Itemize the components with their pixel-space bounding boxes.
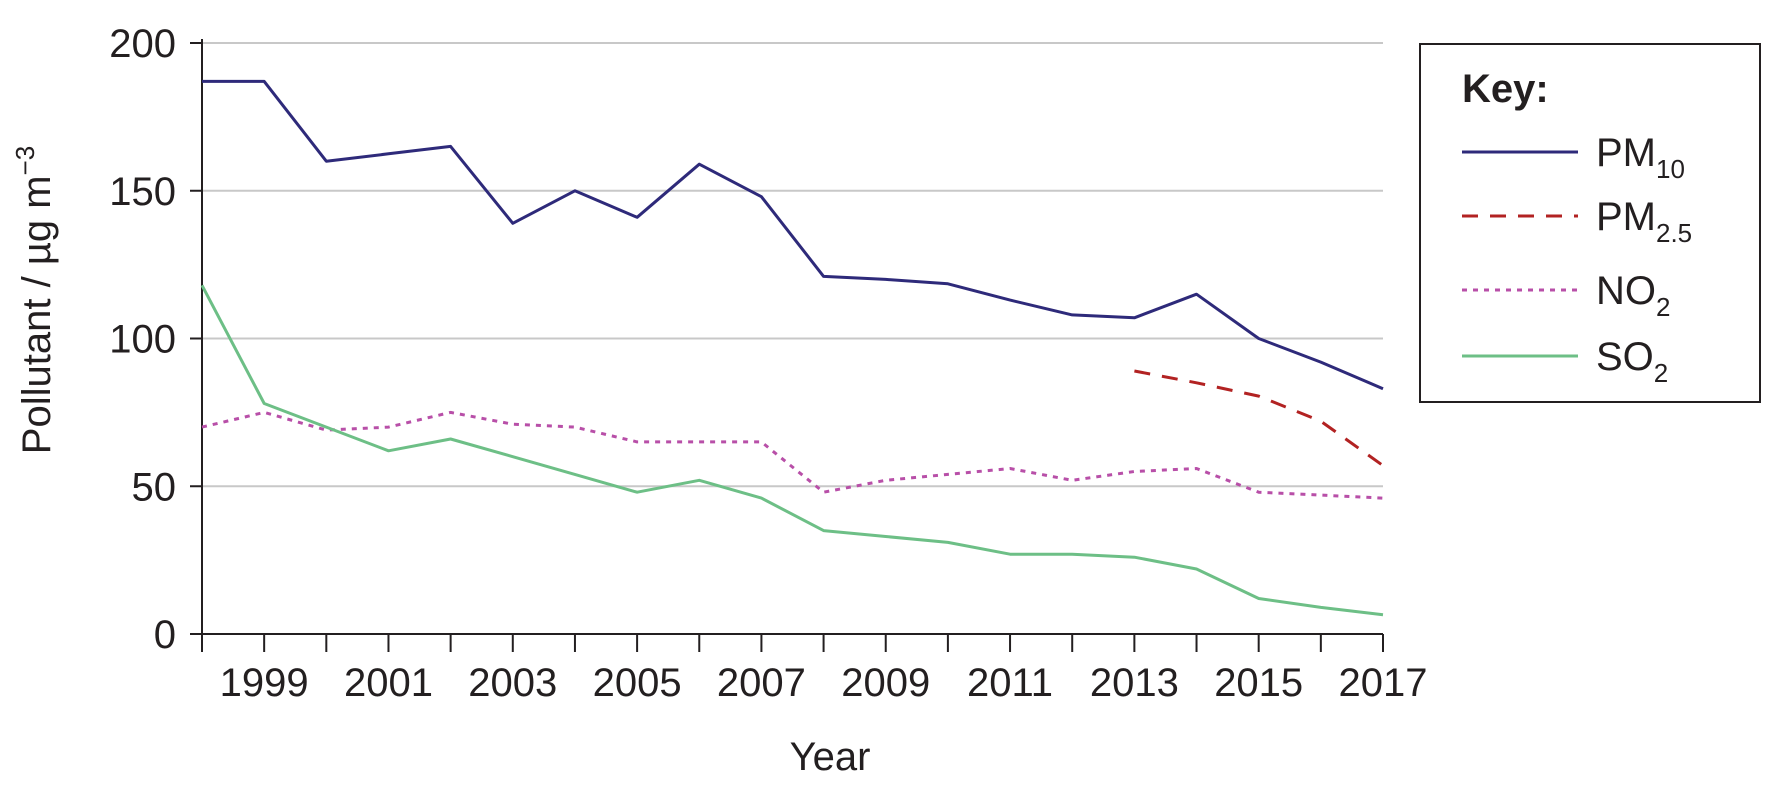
legend-label-main: NO — [1596, 269, 1656, 313]
x-tick-label-2017: 2017 — [1339, 661, 1428, 705]
series-line-no2 — [201, 410, 1384, 500]
y-axis-ticks: 0 50 100 150 200 — [109, 22, 202, 657]
gridlines — [202, 42, 1383, 488]
y-axis-title-sup: −3 — [10, 146, 40, 176]
x-tick-label-2015: 2015 — [1214, 661, 1303, 705]
y-tick-label-150: 150 — [109, 170, 176, 214]
legend-label-pm10: PM10 — [1596, 131, 1685, 184]
series-line-pm10 — [202, 79, 1384, 391]
x-tick-label-2011: 2011 — [967, 661, 1053, 705]
legend-label-subscript: 2 — [1654, 358, 1668, 388]
y-tick-label-0: 0 — [154, 613, 176, 657]
x-tick-label-2003: 2003 — [468, 661, 557, 705]
legend-label-subscript: 2.5 — [1656, 218, 1692, 248]
y-axis-title: Pollutant / µg m−3 — [10, 146, 59, 454]
legend-title: Key: — [1462, 67, 1549, 111]
legend-label-main: SO — [1596, 335, 1654, 379]
series-line-pm2-5 — [1134, 369, 1384, 467]
legend-label-subscript: 10 — [1656, 154, 1685, 184]
x-axis-title: Year — [790, 735, 871, 779]
legend-label-subscript: 2 — [1656, 292, 1670, 322]
series-lines — [200, 79, 1384, 617]
axes — [201, 39, 1383, 635]
legend-label-main: PM — [1596, 131, 1656, 175]
x-tick-label-2005: 2005 — [593, 661, 682, 705]
legend-label-pm2-5: PM2.5 — [1596, 195, 1692, 248]
y-tick-label-200: 200 — [109, 22, 176, 66]
series-line-so2 — [200, 284, 1384, 617]
legend-label-no2: NO2 — [1596, 269, 1670, 322]
y-tick-label-50: 50 — [132, 465, 177, 509]
x-tick-label-2001: 2001 — [344, 661, 433, 705]
legend-label-so2: SO2 — [1596, 335, 1668, 388]
x-axis-ticks: 1999 2001 2003 2005 2007 2009 2011 2013 2015 2017 — [201, 634, 1428, 705]
x-tick-label-2009: 2009 — [841, 661, 930, 705]
legend-box — [1419, 43, 1761, 403]
x-tick-label-1999: 1999 — [220, 661, 309, 705]
x-tick-label-2007: 2007 — [717, 661, 806, 705]
y-axis-title-main: Pollutant / µg m — [15, 175, 59, 454]
legend-label-main: PM — [1596, 195, 1656, 239]
y-tick-label-100: 100 — [109, 318, 176, 362]
x-tick-label-2013: 2013 — [1090, 661, 1179, 705]
